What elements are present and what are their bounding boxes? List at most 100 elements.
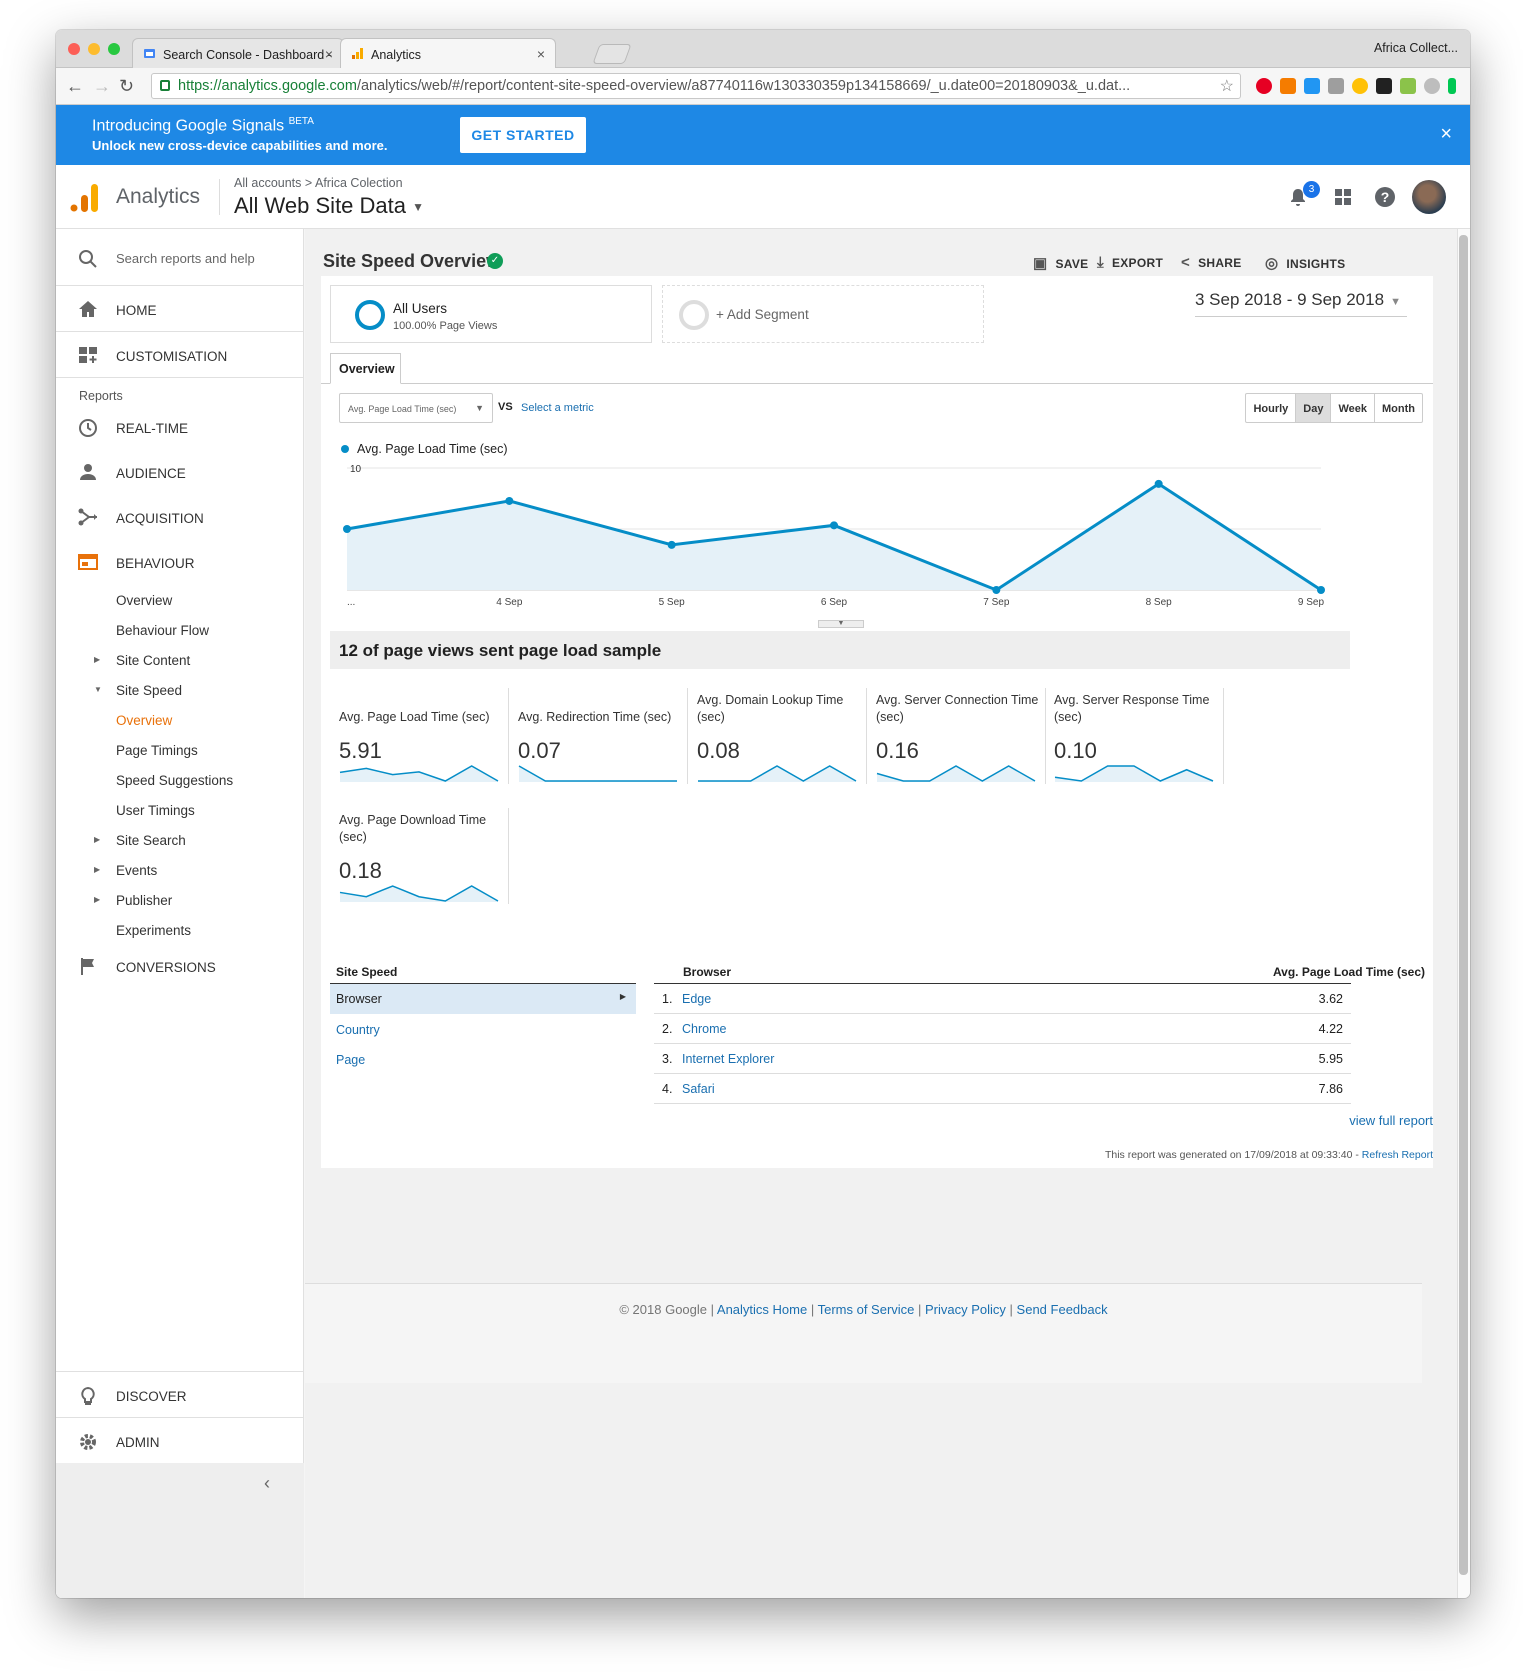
get-started-button[interactable]: GET STARTED — [460, 117, 586, 153]
share-button[interactable]: < SHARE — [1181, 254, 1242, 271]
row-browser-link[interactable]: Chrome — [682, 1022, 727, 1036]
download-extension-icon[interactable] — [1304, 78, 1320, 94]
sidebar-item-site-search[interactable]: Site Search — [116, 833, 186, 848]
footer-link-terms[interactable]: Terms of Service — [817, 1302, 915, 1317]
refresh-report-link[interactable]: Refresh Report — [1361, 1149, 1433, 1161]
tab-analytics[interactable]: Analytics × — [340, 38, 556, 69]
avatar[interactable] — [1412, 180, 1446, 214]
metric-tile[interactable]: Avg. Domain Lookup Time (sec) 0.08 — [688, 688, 867, 784]
profile-name[interactable]: Africa Collect... — [1373, 41, 1458, 55]
footer-link-feedback[interactable]: Send Feedback — [1016, 1302, 1108, 1317]
metric-tile[interactable]: Avg. Server Connection Time (sec) 0.16 — [867, 688, 1046, 784]
minimize-window-button[interactable] — [88, 43, 100, 55]
close-banner-icon[interactable]: × — [1440, 123, 1452, 145]
sidebar-item-discover[interactable]: DISCOVER — [56, 1385, 304, 1409]
granularity-day[interactable]: Day — [1295, 394, 1331, 422]
dimension-browser[interactable]: Browser ▶ — [330, 984, 636, 1014]
sidebar-item-publisher[interactable]: Publisher — [116, 893, 173, 908]
maximize-window-button[interactable] — [108, 43, 120, 55]
row-value: 4.22 — [1318, 1022, 1343, 1036]
save-button[interactable]: ▣ SAVE — [1033, 254, 1088, 272]
bolt-extension-icon[interactable] — [1448, 78, 1456, 94]
cloud-extension-icon[interactable] — [1424, 78, 1440, 94]
tab-overview[interactable]: Overview — [330, 353, 401, 384]
search-input[interactable]: Search reports and help — [116, 251, 255, 266]
sidebar-item-site-speed[interactable]: Site Speed — [116, 683, 183, 698]
sidebar-item-conversions[interactable]: CONVERSIONS — [56, 956, 304, 980]
sidebar-item-audience[interactable]: AUDIENCE — [56, 462, 304, 486]
sidebar-item-site-speed-overview[interactable]: Overview — [116, 713, 173, 728]
expand-arrow-icon[interactable]: ▶ — [94, 865, 101, 874]
dimension-country[interactable]: Country — [336, 1023, 380, 1037]
sidebar-item-acquisition[interactable]: ACQUISITION — [56, 507, 304, 531]
reload-icon[interactable]: ↻ — [119, 76, 135, 96]
breadcrumb-account[interactable]: Africa Colection — [315, 176, 403, 190]
js-extension-icon[interactable] — [1328, 78, 1344, 94]
sidebar-item-admin[interactable]: ADMIN — [56, 1431, 304, 1455]
metric-tile[interactable]: Avg. Page Load Time (sec) 5.91 — [330, 688, 509, 784]
expand-arrow-icon[interactable]: ▶ — [94, 895, 101, 904]
sidebar-item-behaviour[interactable]: BEHAVIOUR — [56, 552, 304, 576]
close-tab-icon[interactable]: × — [324, 46, 333, 62]
sidebar-item-page-timings[interactable]: Page Timings — [116, 743, 198, 758]
collapse-sidebar-icon[interactable]: ‹ — [264, 1473, 270, 1493]
sidebar-item-realtime[interactable]: REAL-TIME — [56, 417, 304, 441]
chart-resize-handle[interactable]: ▼ — [818, 620, 864, 628]
back-icon[interactable]: ← — [66, 76, 84, 96]
scrollbar-thumb[interactable] — [1459, 235, 1468, 1575]
pinterest-extension-icon[interactable] — [1256, 78, 1272, 94]
sidebar-item-site-content[interactable]: Site Content — [116, 653, 191, 668]
sidebar-item-customisation[interactable]: CUSTOMISATION — [56, 345, 304, 369]
sidebar-search[interactable]: Search reports and help — [56, 246, 304, 276]
sidebar-item-home[interactable]: HOME — [56, 299, 304, 323]
dimension-page[interactable]: Page — [336, 1053, 366, 1067]
granularity-hourly[interactable]: Hourly — [1253, 403, 1289, 415]
apps-grid-icon[interactable] — [1335, 189, 1351, 205]
basket-extension-icon[interactable] — [1400, 78, 1416, 94]
segment-all-users[interactable]: All Users 100.00% Page Views — [330, 285, 652, 343]
sidebar-item-experiments[interactable]: Experiments — [116, 923, 192, 938]
expand-arrow-icon[interactable]: ▶ — [94, 835, 101, 844]
forward-icon[interactable]: → — [93, 76, 111, 96]
table-column-load-time[interactable]: Avg. Page Load Time (sec) — [1272, 965, 1425, 979]
view-full-report-link[interactable]: view full report — [1349, 1113, 1433, 1128]
star-extension-icon[interactable] — [1352, 78, 1368, 94]
close-tab-icon[interactable]: × — [536, 46, 545, 62]
metric-selector[interactable]: Avg. Page Load Time (sec) ▼ — [339, 393, 493, 423]
url-field[interactable]: https://analytics.google.com/analytics/w… — [151, 73, 1241, 99]
date-range-picker[interactable]: 3 Sep 2018 - 9 Sep 2018 ▼ — [1195, 290, 1407, 317]
breadcrumb-root[interactable]: All accounts — [234, 176, 302, 190]
buffer-extension-icon[interactable] — [1376, 78, 1392, 94]
sidebar-item-events[interactable]: Events — [116, 863, 158, 878]
close-window-button[interactable] — [68, 43, 80, 55]
new-tab-button[interactable] — [592, 44, 632, 64]
row-browser-link[interactable]: Internet Explorer — [682, 1052, 775, 1066]
sidebar-item-behaviour-flow[interactable]: Behaviour Flow — [116, 623, 210, 638]
metric-tile[interactable]: Avg. Page Download Time (sec) 0.18 — [330, 808, 509, 904]
sidebar-item-speed-suggestions[interactable]: Speed Suggestions — [116, 773, 234, 788]
table-column-browser[interactable]: Browser — [683, 965, 732, 979]
sidebar-item-user-timings[interactable]: User Timings — [116, 803, 195, 818]
footer-link-privacy[interactable]: Privacy Policy — [925, 1302, 1006, 1317]
notifications-bell-icon[interactable] — [1288, 187, 1308, 207]
select-metric-link[interactable]: Select a metric — [521, 402, 594, 414]
tab-search-console[interactable]: Search Console - Dashboard - × — [132, 38, 344, 68]
granularity-week[interactable]: Week — [1330, 394, 1374, 422]
footer-link-analytics-home[interactable]: Analytics Home — [716, 1302, 808, 1317]
property-selector[interactable]: All Web Site Data ▼ — [234, 193, 424, 219]
breadcrumb[interactable]: All accounts > Africa Colection — [234, 176, 403, 190]
collapse-arrow-icon[interactable]: ▼ — [94, 685, 102, 694]
export-button[interactable]: ⤓ EXPORT — [1097, 254, 1163, 271]
metric-tile[interactable]: Avg. Server Response Time (sec) 0.10 — [1045, 688, 1224, 784]
sidebar-item-behaviour-overview[interactable]: Overview — [116, 593, 173, 608]
expand-arrow-icon[interactable]: ▶ — [94, 655, 101, 664]
row-browser-link[interactable]: Safari — [682, 1082, 715, 1096]
insights-button[interactable]: ◎ INSIGHTS — [1265, 254, 1345, 272]
bookmark-star-icon[interactable]: ☆ — [1219, 78, 1234, 95]
add-segment-button[interactable]: + Add Segment — [662, 285, 984, 343]
help-icon[interactable]: ? — [1375, 187, 1395, 207]
chart-extension-icon[interactable] — [1280, 78, 1296, 94]
granularity-month[interactable]: Month — [1374, 394, 1422, 422]
row-browser-link[interactable]: Edge — [682, 992, 712, 1006]
metric-tile[interactable]: Avg. Redirection Time (sec) 0.07 — [509, 688, 688, 784]
